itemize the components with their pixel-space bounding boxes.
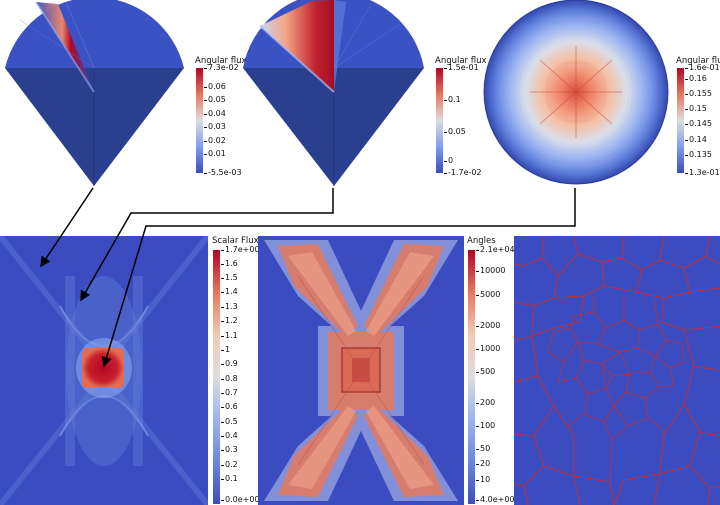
colorbar-gradient <box>468 250 475 504</box>
colorbar-tick: 0.8 <box>221 374 238 383</box>
top-left-cone-plot <box>5 0 184 186</box>
colorbar-tick: 2000 <box>475 321 501 330</box>
angles-colorbar: Angles 2.1e+04 10000 5000 2000 1000 500 … <box>467 236 519 505</box>
top-left-angular-flux-panel <box>0 0 190 190</box>
top-left-colorbar: Angular flux 7.3e-02 0.06 0.05 0.04 0.03… <box>195 56 255 180</box>
colorbar-tick: 200 <box>475 398 496 407</box>
colorbar-tick: 1.3e-01 <box>685 168 720 177</box>
top-middle-colorbar: Angular flux 1.5e-01 0.1 0.05 0 -1.7e-02 <box>435 56 495 180</box>
top-right-angular-flux-panel <box>480 0 670 190</box>
colorbar-tick: 0.145 <box>685 119 712 128</box>
colorbar-tick: 0 <box>443 156 454 165</box>
colorbar-tick: 0.6 <box>221 402 238 411</box>
colorbar-tick: 0.05 <box>204 95 226 104</box>
colorbar-tick: 0.03 <box>204 122 226 131</box>
colorbar-tick: 0.5 <box>221 417 238 426</box>
angles-panel <box>258 236 464 505</box>
colorbar-tick: 0.15 <box>685 104 707 113</box>
colorbar-gradient <box>436 68 443 173</box>
colorbar-tick: 7.3e-02 <box>204 63 239 72</box>
colorbar-tick: 1 <box>220 345 231 354</box>
colorbar-tick: 0.3 <box>221 445 238 454</box>
colorbar-tick: -5.5e-03 <box>204 168 242 177</box>
colorbar-tick: 0.2 <box>221 460 238 469</box>
top-middle-angular-flux-panel <box>240 0 430 190</box>
partition-mesh-panel <box>514 236 720 505</box>
colorbar-tick: 20 <box>475 459 491 468</box>
colorbar-tick: 0.1 <box>221 474 238 483</box>
colorbar-tick: 0.1 <box>444 95 461 104</box>
scalar-flux-colorbar: Scalar Flux 1.7e+00 1.6 1.5 1.4 1.3 1.2 … <box>212 236 262 505</box>
colorbar-tick: 0.9 <box>221 359 238 368</box>
colorbar-tick: 1.3 <box>221 302 238 311</box>
colorbar-tick: 1.4 <box>221 287 238 296</box>
colorbar-tick: 0.135 <box>685 150 712 159</box>
colorbar-gradient <box>213 250 220 504</box>
colorbar-tick: 1.7e+00 <box>221 245 260 254</box>
colorbar-tick: 5000 <box>475 290 501 299</box>
colorbar-tick: 0.7 <box>221 388 238 397</box>
colorbar-tick: 10000 <box>475 266 506 275</box>
top-right-sphere-plot <box>483 0 669 185</box>
colorbar-tick: 50 <box>475 444 491 453</box>
colorbar-title: Angular flux <box>435 56 487 66</box>
colorbar-tick: 10 <box>475 475 491 484</box>
scalar-flux-panel <box>0 236 208 505</box>
colorbar-tick: 0.155 <box>685 89 712 98</box>
colorbar-tick: 1.6e-01 <box>685 63 720 72</box>
colorbar-title: Angular flux <box>676 56 720 66</box>
colorbar-title: Angular flux <box>195 56 247 66</box>
colorbar-tick: 0.05 <box>444 127 466 136</box>
top-middle-cone-plot <box>243 0 424 186</box>
partition-mesh-plot <box>514 236 720 505</box>
colorbar-tick: 0.4 <box>221 431 238 440</box>
colorbar-tick: 1.6 <box>221 259 238 268</box>
colorbar-tick: 0.04 <box>204 109 226 118</box>
top-right-colorbar: Angular flux 1.6e-01 0.16 0.155 0.15 0.1… <box>676 56 720 180</box>
colorbar-tick: 0.0e+00 <box>221 495 260 504</box>
colorbar-tick: 100 <box>475 421 496 430</box>
colorbar-tick: 1.5e-01 <box>444 63 479 72</box>
colorbar-gradient <box>196 68 203 173</box>
colorbar-tick: 1.1 <box>221 331 238 340</box>
colorbar-tick: 0.02 <box>204 136 226 145</box>
colorbar-tick: 0.16 <box>685 74 707 83</box>
colorbar-tick: 0.14 <box>685 135 707 144</box>
colorbar-tick: 500 <box>475 367 496 376</box>
angles-plot <box>258 236 464 505</box>
colorbar-tick: 0.01 <box>204 149 226 158</box>
scalar-flux-plot <box>0 236 208 505</box>
colorbar-tick: -1.7e-02 <box>444 168 482 177</box>
colorbar-tick: 4.0e+00 <box>476 495 515 504</box>
colorbar-tick: 1000 <box>475 344 501 353</box>
colorbar-tick: 0.06 <box>204 82 226 91</box>
colorbar-tick: 1.5 <box>221 273 238 282</box>
colorbar-tick: 1.2 <box>221 316 238 325</box>
colorbar-tick: 2.1e+04 <box>476 245 515 254</box>
colorbar-gradient <box>677 68 684 173</box>
